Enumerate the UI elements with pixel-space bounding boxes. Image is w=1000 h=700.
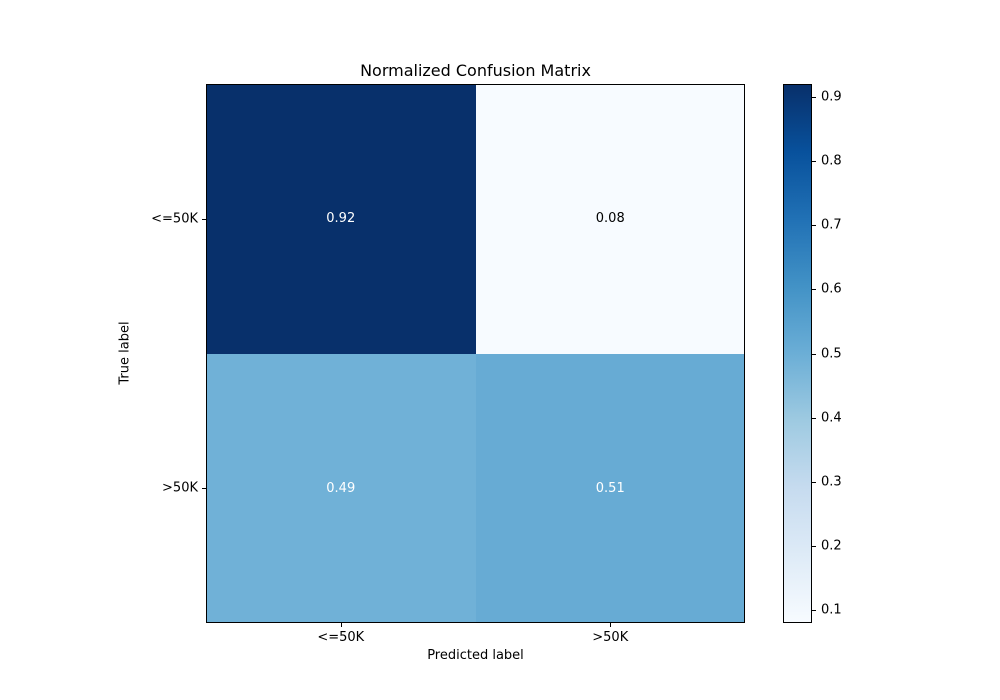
colorbar-tick-label-4: 0.5 [821, 346, 842, 361]
y-tick-label-1: >50K [162, 480, 198, 496]
heatmap-cell-true-le50k-pred-le50k: 0.92 [206, 84, 476, 354]
colorbar-tick-label-0: 0.9 [821, 89, 842, 105]
x-tick-label-0: <=50K [317, 630, 365, 645]
cell-value: 0.51 [595, 480, 625, 496]
heatmap-cell-true-gt50k-pred-gt50k: 0.51 [475, 353, 745, 623]
heatmap-cell-true-le50k-pred-gt50k: 0.08 [475, 84, 745, 354]
cell-value: 0.08 [595, 211, 625, 227]
heatmap-cell-true-gt50k-pred-le50k: 0.49 [206, 353, 476, 623]
colorbar-tick-mark-1 [812, 161, 816, 162]
colorbar-tick-label-5: 0.4 [821, 410, 842, 426]
colorbar-tick-label-3: 0.6 [821, 281, 842, 297]
colorbar-tick-mark-6 [812, 481, 816, 483]
colorbar-tick-label-2: 0.7 [821, 217, 842, 233]
colorbar-tick-mark-4 [812, 353, 816, 355]
colorbar-tick-mark-5 [812, 417, 816, 419]
x-tick-mark-0 [340, 623, 342, 627]
y-tick-label-0: <=50K [151, 211, 198, 227]
colorbar-tick-mark-7 [812, 546, 816, 547]
x-tick-label-1: >50K [592, 630, 629, 645]
heatmap-grid: 0.92 0.08 0.49 0.51 [206, 84, 745, 623]
colorbar-tick-label-8: 0.1 [821, 602, 842, 618]
colorbar-tick-mark-2 [812, 225, 816, 227]
y-axis-label: True label [117, 321, 133, 385]
colorbar-tick-label-7: 0.2 [821, 538, 842, 554]
cell-value: 0.49 [326, 480, 356, 496]
cell-value: 0.92 [326, 211, 356, 227]
colorbar-tick-mark-0 [812, 96, 816, 98]
x-axis-label: Predicted label [427, 648, 524, 663]
x-tick-mark-1 [610, 623, 612, 627]
colorbar [783, 84, 812, 623]
colorbar-tick-label-1: 0.8 [821, 153, 842, 169]
colorbar-tick-mark-3 [812, 289, 816, 291]
chart-title: Normalized Confusion Matrix [360, 61, 591, 80]
colorbar-tick-mark-8 [812, 610, 816, 612]
colorbar-tick-label-6: 0.3 [821, 474, 842, 490]
